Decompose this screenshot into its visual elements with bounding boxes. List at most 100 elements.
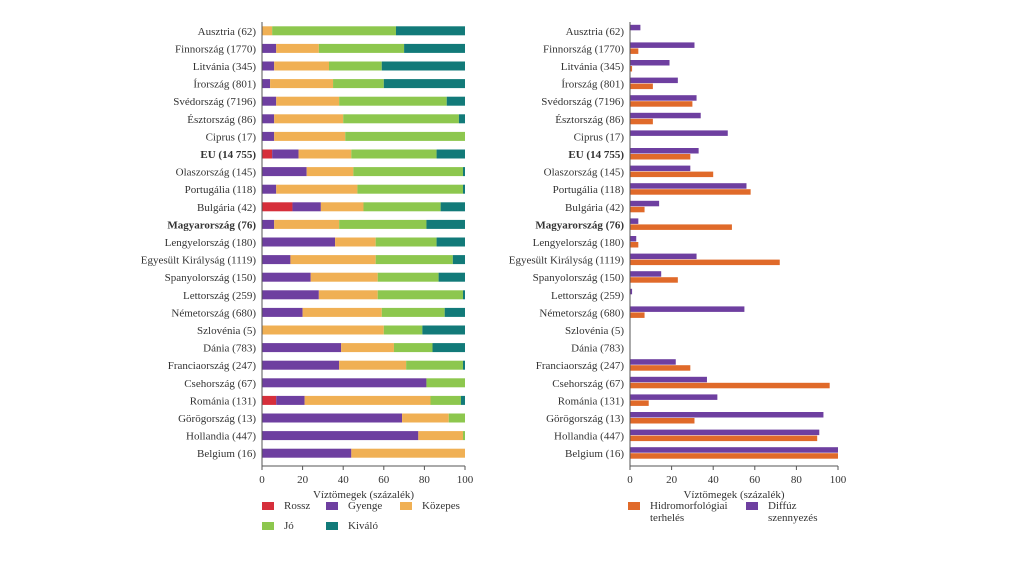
bar-diffuz-szennyezes [630, 236, 637, 242]
right-chart-x-tick-label: 80 [791, 474, 803, 486]
bar-jo [328, 61, 382, 71]
legend-label-kozepes: Közepes [422, 500, 460, 512]
bar-hidromorfologiai-terheles [630, 101, 693, 107]
legend-label-gyenge: Gyenge [348, 500, 383, 512]
bar-gyenge [262, 131, 275, 141]
right-chart-x-tick-label: 20 [666, 474, 678, 486]
bar-kivalo [381, 61, 465, 71]
bar-diffuz-szennyezes [630, 253, 697, 260]
left-chart-category-label: Egyesült Királyság (1119) [141, 255, 257, 267]
right-chart-category-label: Észtország (86) [555, 114, 624, 126]
bar-kozepes [274, 61, 329, 71]
right-chart-category-label: Egyesült Királyság (1119) [509, 255, 625, 267]
left-chart-category-label: Franciaország (247) [168, 360, 257, 372]
right-chart-category-label: Hollandia (447) [554, 431, 624, 443]
left-chart-x-tick-label: 40 [338, 474, 350, 486]
legend-label-rossz: Rossz [284, 500, 311, 512]
bar-hidromorfologiai-terheles [630, 48, 639, 54]
bar-diffuz-szennyezes [630, 130, 728, 136]
left-chart-x-tick-label: 20 [297, 474, 309, 486]
bar-kivalo [444, 307, 465, 317]
left-chart-category-label: Ciprus (17) [206, 131, 257, 143]
legend-item-hidromorfologiai: Hidromorfológiai terhelés [628, 500, 728, 524]
right-chart-category-label: Litvánia (345) [561, 61, 625, 73]
bar-jo [462, 431, 465, 441]
legend-swatch-kivalo [326, 522, 338, 530]
bar-diffuz-szennyezes [630, 42, 695, 48]
bar-hidromorfologiai-terheles [630, 206, 645, 213]
bar-jo [430, 395, 461, 405]
left-legend: Rossz Gyenge Közepes Jó Kiváló [262, 500, 502, 540]
left-chart-category-label: Belgium (16) [197, 448, 256, 460]
bar-hidromorfologiai-terheles [630, 189, 751, 195]
bar-kivalo [460, 395, 465, 405]
bar-kivalo [438, 272, 465, 282]
right-chart-x-tick-label: 60 [749, 474, 761, 486]
bar-jo [426, 378, 465, 388]
bar-jo [381, 307, 445, 317]
left-chart-category-label: Írország (801) [193, 79, 256, 91]
left-chart-x-axis-label: Víztömegek (százalék) [313, 489, 414, 501]
legend-item-gyenge: Gyenge [326, 500, 382, 512]
left-chart-category-label: Magyarország (76) [167, 219, 256, 231]
bar-kivalo [404, 43, 465, 53]
bar-kozepes [276, 96, 340, 106]
bar-kivalo [462, 360, 465, 370]
legend-item-jo: Jó [262, 520, 294, 532]
bar-jo [393, 343, 433, 353]
bar-diffuz-szennyezes [630, 306, 745, 312]
left-chart-category-label: Lettország (259) [183, 290, 256, 302]
bar-diffuz-szennyezes [630, 60, 670, 66]
bar-gyenge [262, 290, 319, 300]
bar-kivalo [452, 255, 465, 265]
left-chart-x-tick-label: 0 [259, 474, 265, 486]
right-chart-category-label: Olaszország (145) [544, 167, 625, 179]
bar-gyenge [262, 378, 427, 388]
bar-jo [375, 255, 453, 265]
right-chart-x-tick-label: 0 [627, 474, 633, 486]
bar-jo [333, 79, 384, 89]
bar-diffuz-szennyezes [630, 183, 747, 189]
bar-kivalo [436, 237, 465, 247]
legend-swatch-jo [262, 522, 274, 530]
bar-hidromorfologiai-terheles [630, 83, 653, 90]
bar-gyenge [262, 413, 403, 423]
bar-kivalo [436, 149, 465, 159]
right-chart-category-label: Csehország (67) [552, 378, 624, 390]
bar-jo [375, 237, 437, 247]
bar-gyenge [262, 61, 275, 71]
right-chart-category-label: Ausztria (62) [566, 26, 625, 38]
left-chart-category-label: Svédország (7196) [173, 96, 256, 108]
bar-gyenge [262, 431, 419, 441]
bar-kozepes [302, 307, 382, 317]
bar-diffuz-szennyezes [630, 77, 678, 84]
bar-kozepes [274, 219, 340, 229]
bar-gyenge [262, 448, 352, 458]
left-chart-category-label: Portugália (118) [185, 184, 257, 196]
bar-hidromorfologiai-terheles [630, 365, 691, 371]
bar-gyenge [262, 272, 311, 282]
bar-jo [345, 131, 465, 141]
left-chart-category-label: Litvánia (345) [193, 61, 257, 73]
right-chart-category-label: Ciprus (17) [574, 131, 625, 143]
left-chart-category-label: Bulgária (42) [197, 202, 256, 214]
bar-diffuz-szennyezes [630, 271, 662, 277]
bar-diffuz-szennyezes [630, 24, 641, 31]
left-chart-category-label: Románia (131) [190, 395, 257, 407]
right-chart-category-label: Portugália (118) [553, 184, 625, 196]
bar-jo [272, 26, 396, 36]
legend-swatch-diffuz [746, 502, 758, 510]
bar-kivalo [462, 184, 465, 194]
bar-diffuz-szennyezes [630, 376, 707, 383]
legend-swatch-hidromorfologiai [628, 502, 640, 510]
right-chart-category-label: Dánia (783) [571, 343, 624, 355]
bar-gyenge [292, 202, 321, 212]
legend-label-hidromorfologiai-2: terhelés [650, 512, 685, 524]
right-chart-category-label: Franciaország (247) [536, 360, 625, 372]
bar-gyenge [276, 395, 305, 405]
bar-hidromorfologiai-terheles [630, 66, 633, 72]
left-chart-category-label: Németország (680) [171, 307, 256, 319]
bar-kozepes [298, 149, 352, 159]
legend-label-kivalo: Kiváló [348, 520, 378, 532]
right-chart-category-label: Magyarország (76) [535, 219, 624, 231]
